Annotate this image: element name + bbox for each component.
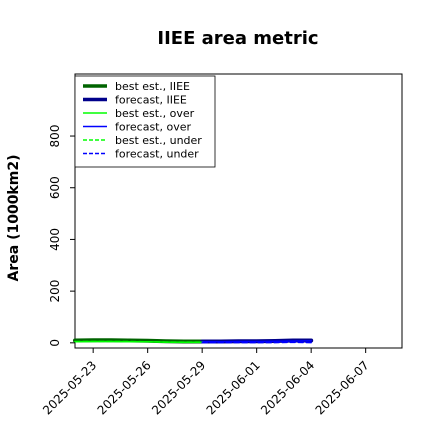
legend-label: forecast, IIEE (115, 94, 187, 107)
x-axis: 2025-05-232025-05-262025-05-292025-06-01… (40, 348, 372, 417)
y-tick-label: 0 (48, 339, 62, 347)
y-tick-label: 200 (48, 280, 62, 303)
series-line-3 (201, 340, 312, 343)
legend-label: best est., IIEE (115, 80, 190, 93)
y-axis-label: Area (1000km2) (6, 155, 22, 282)
y-axis: 0 200 400 600 800 (48, 125, 75, 347)
legend-label: forecast, under (115, 148, 199, 161)
x-tick-label: 2025-05-29 (149, 358, 208, 417)
x-tick-label: 2025-06-01 (204, 358, 263, 417)
series-line-5 (74, 340, 203, 343)
y-tick-label: 400 (48, 228, 62, 251)
legend-label: best est., over (115, 107, 195, 120)
series-layer (73, 338, 314, 344)
chart-title: IIEE area metric (157, 28, 318, 49)
legend-box (74, 75, 216, 168)
x-tick-label: 2025-05-26 (95, 358, 154, 417)
y-tick-label: 800 (48, 125, 62, 148)
x-tick-label: 2025-06-04 (258, 358, 317, 417)
legend-label: best est., under (115, 134, 202, 147)
x-tick-label: 2025-06-07 (313, 358, 372, 417)
x-tick-label: 2025-05-23 (40, 358, 99, 417)
y-tick-label: 600 (48, 176, 62, 199)
legend-label: forecast, over (115, 121, 191, 134)
